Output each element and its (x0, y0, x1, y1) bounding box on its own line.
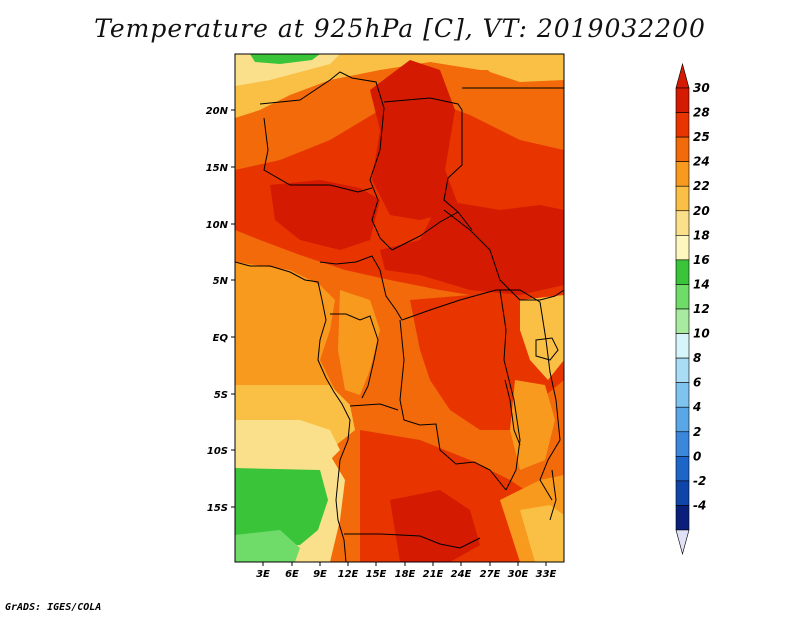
map-frame (234, 53, 565, 563)
colorbar-label: 18 (693, 228, 710, 242)
field-sahel-30-east (380, 200, 564, 295)
colorbar-swatch (675, 382, 690, 408)
colorbar-label: 24 (693, 155, 710, 169)
colorbar-swatch (675, 308, 690, 334)
border (259, 71, 393, 251)
grads-credit: GrADS: IGES/COLA (5, 602, 102, 613)
colorbar-top-tip (675, 62, 690, 89)
field-southeast-22 (520, 505, 564, 562)
colorbar-label: 25 (693, 130, 710, 144)
colorbar-label: 16 (693, 253, 710, 267)
lake-malawi (549, 469, 557, 521)
colorbar-swatch (675, 210, 690, 236)
field-south-30 (390, 490, 480, 562)
lon-tick-label: 18E (395, 569, 416, 580)
colorbar-swatch (675, 112, 690, 138)
lat-tick-label: 5N (213, 276, 229, 287)
lon-tick-label: 30E (508, 569, 529, 580)
colorbar-label: 0 (693, 449, 701, 463)
lat-tick-label: 20N (206, 106, 229, 117)
lon-tick-label: 3E (256, 569, 270, 580)
colorbar-label: 30 (693, 81, 710, 95)
colorbar-label: 20 (693, 204, 710, 218)
field-north-22 (235, 54, 564, 118)
field-eastafrica-22 (520, 295, 564, 380)
border (499, 289, 521, 491)
latitude-axis: 20N 15N 10N 5N EQ 5S 10S 15S (206, 106, 235, 514)
lon-tick-label: 33E (536, 569, 557, 580)
colorbar-swatch (675, 505, 690, 531)
colorbar-swatch (675, 161, 690, 187)
colorbar-swatch (675, 136, 690, 162)
colorbar-label: 8 (693, 351, 701, 365)
colorbar-swatch (675, 333, 690, 359)
country-borders (235, 71, 564, 562)
border (263, 117, 373, 193)
lat-tick-label: 15S (207, 503, 228, 514)
colorbar-swatch (675, 480, 690, 506)
lon-tick-label: 9E (313, 569, 327, 580)
colorbar-label: 28 (693, 106, 710, 120)
colorbar-swatch (675, 284, 690, 310)
colorbar-swatch (675, 87, 690, 113)
border (319, 255, 403, 321)
colorbar-swatch (675, 431, 690, 457)
border (539, 301, 561, 501)
colorbar-label: 2 (693, 425, 701, 439)
colorbar-swatch (675, 235, 690, 261)
lat-tick-label: 10N (206, 220, 229, 231)
lat-tick-label: EQ (213, 333, 229, 344)
field-southwest-16 (235, 468, 328, 548)
colorbar-swatch (675, 259, 690, 285)
border (330, 313, 379, 399)
lat-tick-label: 15N (206, 163, 229, 174)
colorbar-swatch (675, 357, 690, 383)
field-northeast-22 (470, 54, 564, 82)
border (391, 211, 459, 251)
border (344, 533, 481, 549)
colorbar-label: 22 (693, 179, 710, 193)
colorbar-label: 12 (693, 302, 710, 316)
colorbar-swatch (675, 406, 690, 433)
field-gulf-24 (235, 262, 340, 400)
border (399, 319, 507, 491)
lon-tick-label: 24E (451, 569, 472, 580)
colorbar-label: -2 (693, 474, 706, 488)
colorbar-label: -4 (693, 498, 706, 512)
colorbar-label: 10 (693, 327, 710, 341)
colorbar-bottom-tip (675, 529, 690, 556)
border (383, 97, 473, 231)
border (401, 289, 541, 321)
colorbar-label: 4 (692, 400, 701, 414)
colorbar-swatch (675, 185, 690, 212)
field-north-16 (250, 54, 320, 64)
colorbar-swatch (675, 456, 690, 482)
field-southwest-14 (235, 530, 300, 562)
lon-tick-label: 27E (480, 569, 501, 580)
lon-tick-label: 21E (423, 569, 444, 580)
lake-tanganyika (504, 379, 521, 446)
colorbar-label: 14 (693, 277, 710, 291)
chart-title: Temperature at 925hPa [C], VT: 201903220… (94, 14, 706, 43)
coastline (235, 261, 351, 562)
lat-tick-label: 10S (207, 446, 228, 457)
border (349, 403, 399, 411)
field-eastafrica-24 (510, 380, 555, 470)
lon-tick-label: 15E (366, 569, 387, 580)
lat-tick-label: 5S (214, 390, 228, 401)
longitude-axis: 3E 6E 9E 12E 15E 18E 21E 24E 27E 30E 33E (256, 562, 557, 580)
temperature-field (235, 54, 564, 562)
lake-victoria (535, 337, 559, 361)
colorbar-label: 6 (693, 376, 701, 390)
field-sahel-30-west (270, 180, 380, 250)
lon-tick-label: 12E (338, 569, 359, 580)
lon-tick-label: 6E (285, 569, 299, 580)
